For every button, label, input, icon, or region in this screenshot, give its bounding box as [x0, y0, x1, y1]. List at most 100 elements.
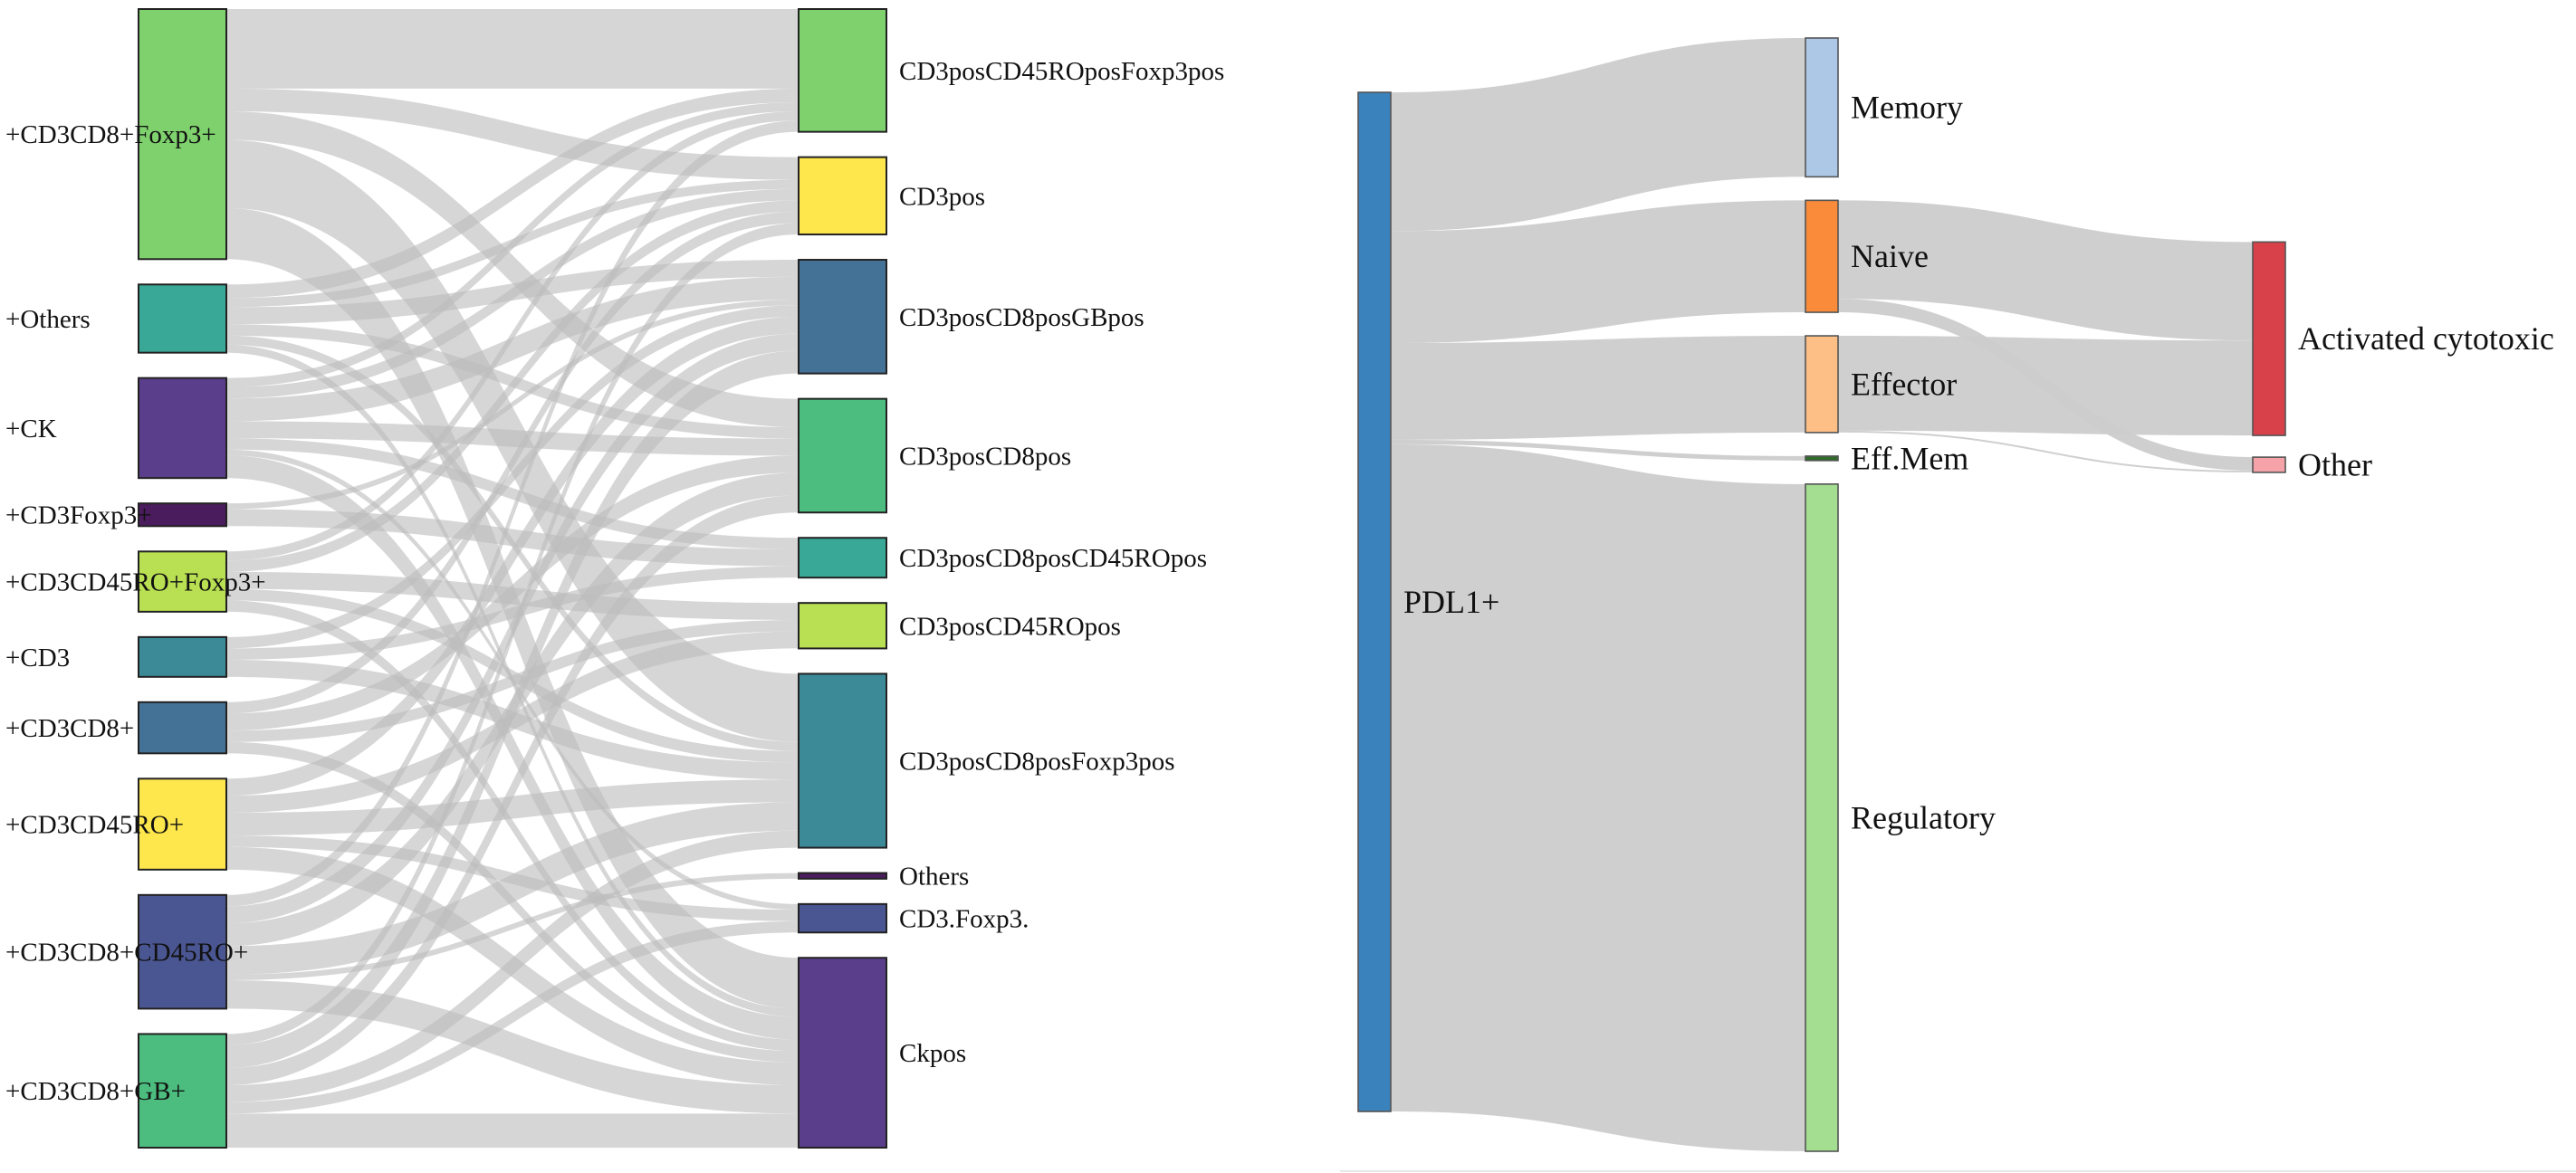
left-sankey: +CD3CD8+Foxp3++Others+CK+CD3Foxp3++CD3CD… [5, 8, 1224, 1149]
label-activated-cytotoxic: Activated cytotoxic [2298, 320, 2554, 357]
link-s-ck-to-t-cd8 [226, 421, 799, 456]
node-cd3[interactable] [138, 635, 227, 678]
link-s-cd3-to-t-cd8cd45 [226, 566, 799, 660]
link-s-cd8cd45-to-t-others [226, 873, 799, 981]
node-cd3poscd8pos[interactable] [798, 397, 887, 514]
label-eff-mem: Eff.Mem [1851, 440, 1968, 476]
node-cd3foxp3[interactable] [138, 502, 227, 528]
node-ckpos[interactable] [798, 957, 887, 1149]
label-cd3foxp3: +CD3Foxp3+ [5, 501, 152, 530]
link-s-cd3cd8-to-t-cd45 [226, 620, 799, 742]
label-others: Others [899, 863, 969, 892]
label-others: +Others [5, 305, 91, 334]
link-pdl1-to-effector [1391, 336, 1805, 440]
link-s-ck-to-t-gb [226, 276, 799, 422]
node-memory[interactable] [1805, 37, 1839, 178]
right-sankey: PDL1+ Memory Naive Effector Eff.Mem Regulator… [1357, 37, 2554, 1152]
link-s-cd3cd45-to-t-gb [226, 316, 799, 796]
label-cd3pos: CD3pos [899, 182, 985, 211]
node-cd3cd8[interactable] [138, 701, 227, 755]
label-cd3cd45ro-foxp3: +CD3CD45RO+Foxp3+ [5, 568, 266, 597]
link-s-foxp3-to-t-cd3 [226, 88, 799, 180]
label-cd3cd8-gb: +CD3CD8+GB+ [5, 1077, 186, 1106]
label-cd3poscd8pos: CD3posCD8pos [899, 442, 1071, 471]
node-cd3cd8-cd45ro[interactable] [138, 893, 227, 1010]
link-pdl1-to-regulatory [1391, 443, 1805, 1151]
node-cd3cd8-gb[interactable] [138, 1033, 227, 1149]
label-cd3cd8-foxp3: +CD3CD8+Foxp3+ [5, 120, 216, 149]
node-cd3cd45ro[interactable] [138, 777, 227, 871]
label-cd3cd8-cd45ro: +CD3CD8+CD45RO+ [5, 939, 248, 968]
label-ckpos: Ckpos [899, 1039, 966, 1068]
node-cd3poscd8posgbpos[interactable] [798, 259, 887, 375]
label-cd3poscd45ropos: CD3posCD45ROpos [899, 612, 1121, 641]
node-cd3poscd8posfoxp3pos[interactable] [798, 672, 887, 849]
link-s-cd3cd8-to-t-cd8 [226, 455, 799, 731]
label-cd3poscd8posgbpos: CD3posCD8posGBpos [899, 303, 1144, 332]
link-s-ck-to-t-ck [226, 455, 799, 1040]
left-sankey-labels: +CD3CD8+Foxp3++Others+CK+CD3Foxp3++CD3CD… [5, 57, 1224, 1106]
link-s-foxp3-to-t-cd8 [226, 111, 799, 428]
link-pdl1-to-effmem [1391, 439, 1805, 461]
node-cd3poscd45roposfoxp3pos[interactable] [798, 8, 887, 133]
label-memory: Memory [1851, 90, 1963, 126]
label-cd3cd8: +CD3CD8+ [5, 714, 134, 743]
link-s-cd3-to-t-gb [226, 305, 799, 649]
label-ck: +CK [5, 415, 57, 443]
link-naive-to-activated [1838, 200, 2253, 341]
label-cd3poscd45roposfoxp3pos: CD3posCD45ROposFoxp3pos [899, 57, 1224, 86]
node-eff-mem[interactable] [1805, 455, 1839, 462]
right-sankey-labels: PDL1+ Memory Naive Effector Eff.Mem Regulator… [1403, 90, 2554, 836]
label-other: Other [2298, 446, 2372, 482]
node-ck[interactable] [138, 377, 227, 480]
link-s-ck-to-t-cd45foxp3 [226, 101, 799, 387]
link-s-cd3foxp3-to-t-gb [226, 300, 799, 510]
link-s-foxp3-to-t-cd45foxp3 [226, 9, 799, 89]
node-regulatory[interactable] [1805, 483, 1839, 1152]
node-cd3poscd45ropos[interactable] [798, 602, 887, 650]
link-s-gb-to-t-cd8 [226, 495, 799, 1085]
label-cd3poscd8poscd45ropos: CD3posCD8posCD45ROpos [899, 544, 1207, 573]
link-s-others-to-t-cd45foxp3 [226, 88, 799, 299]
label-cd3cd45ro: +CD3CD45RO+ [5, 811, 184, 840]
link-s-cd3cd8-to-t-cd3 [226, 211, 799, 714]
link-s-cd8cd45-to-t-cd45foxp3 [226, 120, 799, 907]
left-sankey-links [226, 9, 799, 1148]
link-s-gb-to-t-ck [226, 1113, 799, 1148]
node-naive[interactable] [1805, 199, 1839, 313]
link-s-ck-to-t-cd8cd45 [226, 438, 799, 549]
link-s-gb-to-t-gb [226, 350, 799, 1069]
link-s-cd45foxp3-to-t-ck [226, 600, 799, 1052]
link-pdl1-to-naive [1391, 200, 1805, 344]
link-s-gb-to-t-foxp3 [226, 920, 799, 1114]
right-sankey-links [1391, 38, 2253, 1151]
node-others[interactable] [138, 283, 227, 354]
node-activated-cytotoxic[interactable] [2252, 241, 2286, 436]
node-cd3cd45ro-foxp3[interactable] [138, 550, 227, 613]
label-regulatory: Regulatory [1851, 799, 1996, 835]
link-s-cd8cd45-to-t-cd8foxp3 [226, 802, 799, 975]
right-sankey-nodes [1357, 37, 2286, 1152]
link-s-gb-to-t-cd3 [226, 223, 799, 1045]
label-pdl1: PDL1+ [1403, 584, 1499, 620]
label-cd3-foxp3: CD3.Foxp3. [899, 905, 1029, 934]
label-cd3: +CD3 [5, 644, 70, 672]
link-pdl1-to-memory [1391, 38, 1805, 232]
link-s-cd45foxp3-to-t-cd45foxp3 [226, 111, 799, 561]
link-s-cd3cd45-to-t-cd45 [226, 631, 799, 814]
node-pdl1[interactable] [1357, 91, 1392, 1112]
link-s-gb-to-t-cd8foxp3 [226, 830, 799, 1102]
node-other[interactable] [2252, 456, 2286, 473]
node-cd3pos[interactable] [798, 156, 887, 236]
link-effector-to-activated [1838, 336, 2253, 436]
node-effector[interactable] [1805, 335, 1839, 434]
node-cd3poscd8poscd45ropos[interactable] [798, 537, 887, 579]
left-sankey-nodes [138, 8, 887, 1149]
link-s-cd45foxp3-to-t-cd3 [226, 200, 799, 572]
label-effector: Effector [1851, 366, 1957, 402]
node-others[interactable] [798, 872, 887, 880]
link-s-ck-to-t-cd3 [226, 188, 799, 399]
node-cd3cd8-foxp3[interactable] [138, 8, 227, 261]
node-cd3-foxp3[interactable] [798, 902, 887, 934]
